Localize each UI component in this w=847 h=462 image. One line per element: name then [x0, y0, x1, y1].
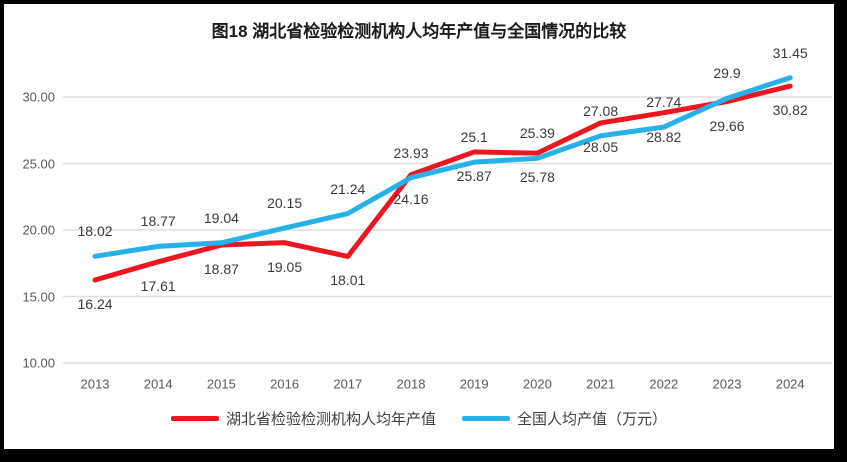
data-label: 19.04 — [203, 209, 239, 226]
x-tick-label: 2023 — [712, 376, 742, 392]
y-tick-label: 30.00 — [22, 89, 55, 105]
x-tick-label: 2017 — [333, 376, 363, 392]
y-tick-label: 25.00 — [22, 156, 55, 171]
chart-legend: 湖北省检验检测机构人均年产值 全国人均产值（万元） — [4, 408, 834, 429]
data-label: 29.66 — [709, 117, 745, 134]
data-label: 25.39 — [519, 125, 555, 142]
x-tick-label: 2019 — [459, 376, 489, 392]
x-tick-label: 2018 — [396, 376, 426, 392]
x-tick-label: 2016 — [270, 376, 300, 392]
x-tick-label: 2015 — [206, 376, 236, 392]
data-label: 28.05 — [583, 138, 619, 155]
data-label: 20.15 — [267, 195, 303, 211]
data-label: 18.01 — [330, 272, 366, 289]
hubei-series-swatch — [170, 416, 219, 421]
data-label: 17.61 — [140, 277, 176, 294]
y-tick-label: 20.00 — [22, 222, 55, 238]
x-tick-label: 2022 — [649, 376, 679, 392]
x-tick-label: 2024 — [775, 376, 805, 392]
hubei-series-label: 湖北省检验检测机构人均年产值 — [225, 411, 436, 428]
data-label: 18.87 — [203, 261, 239, 278]
data-label: 21.24 — [330, 180, 366, 197]
data-label: 25.87 — [456, 167, 492, 184]
y-tick-label: 15.00 — [22, 289, 55, 304]
chart-title: 图18 湖北省检验检测机构人均年产值与全国情况的比较 — [211, 22, 627, 41]
x-tick-label: 2021 — [586, 376, 616, 392]
data-label: 27.08 — [583, 102, 619, 119]
data-label: 24.16 — [393, 190, 429, 207]
data-label: 16.24 — [77, 296, 113, 312]
data-label: 19.05 — [267, 258, 303, 275]
y-tick-label: 10.00 — [22, 355, 55, 371]
legend-item-hubei: 湖北省检验检测机构人均年产值 — [170, 408, 436, 429]
national-series-swatch — [462, 416, 510, 421]
data-label: 25.78 — [519, 169, 555, 186]
data-label: 28.82 — [646, 128, 682, 145]
data-label: 30.82 — [772, 102, 808, 119]
line-chart: 图18 湖北省检验检测机构人均年产值与全国情况的比较 10.00 15.00 20.… — [4, 4, 834, 449]
data-label: 23.93 — [393, 144, 429, 161]
national-series-label: 全国人均产值（万元） — [517, 411, 668, 428]
data-label: 18.02 — [77, 223, 113, 240]
x-tick-label: 2014 — [143, 376, 173, 392]
plot-area — [63, 75, 832, 364]
data-label: 29.9 — [713, 65, 741, 82]
legend-item-national: 全国人均产值（万元） — [462, 408, 667, 429]
data-label: 25.1 — [460, 129, 488, 146]
data-label: 31.45 — [772, 44, 808, 61]
data-label: 18.77 — [140, 213, 176, 230]
x-tick-label: 2013 — [80, 376, 110, 392]
data-label: 27.74 — [646, 94, 682, 111]
series-line-0 — [92, 83, 793, 283]
series-line-1 — [92, 75, 793, 259]
x-tick-label: 2020 — [522, 376, 552, 392]
